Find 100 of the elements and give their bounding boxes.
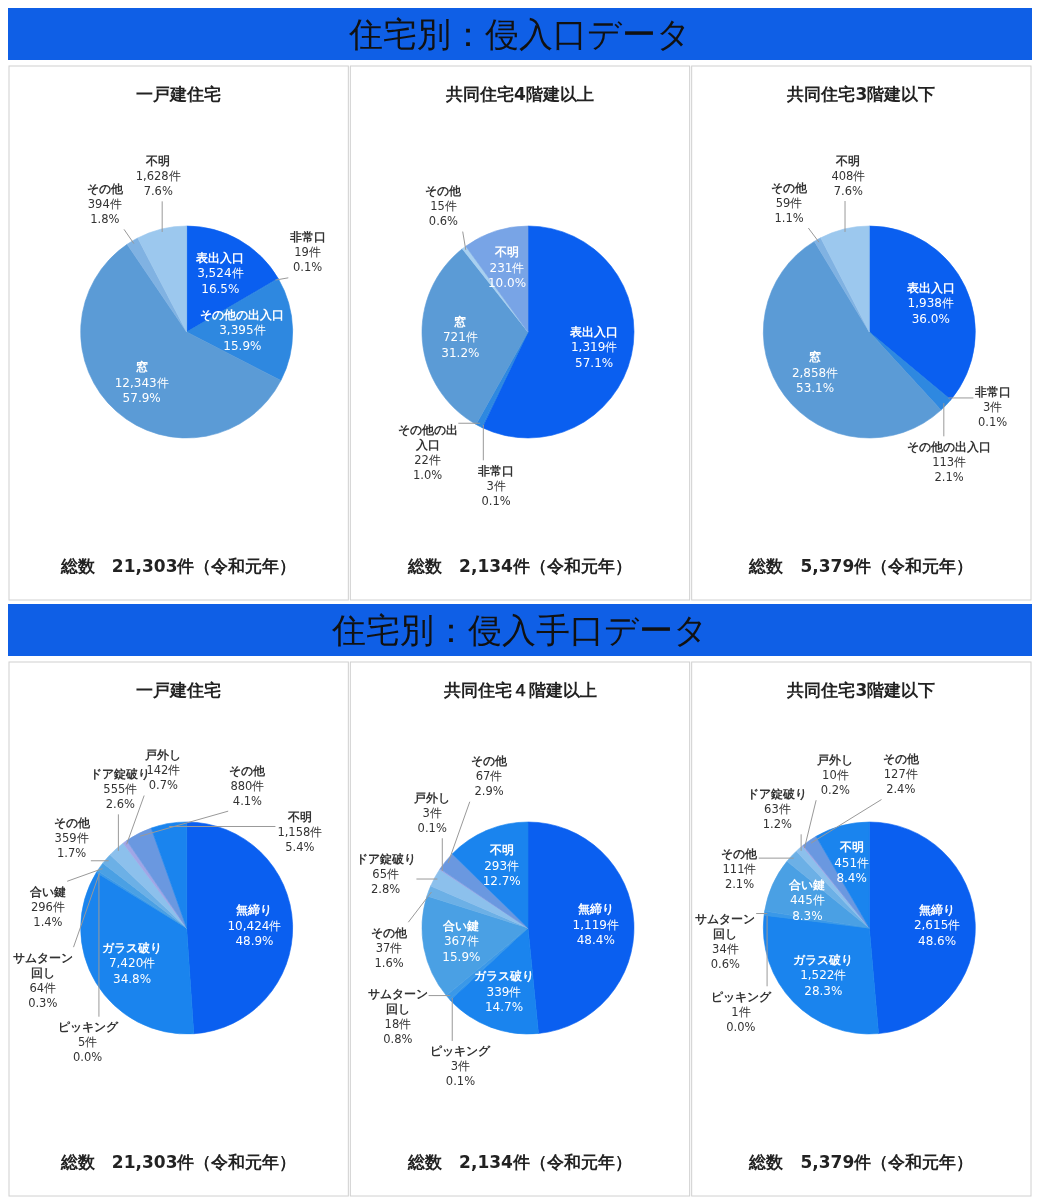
data-label: 18件 0.8% <box>383 1017 413 1047</box>
data-label: 2,858件 53.1% <box>791 365 839 396</box>
data-label: 445件 8.3% <box>789 893 825 923</box>
slice-label: ガラス破り <box>793 952 854 967</box>
data-label: 721件 31.2% <box>441 330 480 360</box>
slice-label: 表出入口 <box>905 280 955 295</box>
slice-label: その他 <box>425 184 463 199</box>
chart-title: 共同住宅3階建以下 <box>786 84 936 104</box>
slice-label: ガラス破り <box>102 940 163 955</box>
slice-label: 無締り <box>576 902 614 917</box>
slice-label: その他 <box>86 181 124 196</box>
data-label: 1,628件 7.6% <box>135 168 181 198</box>
slice-label: その他 <box>771 180 809 195</box>
slice-label: ドア錠破り <box>747 786 808 801</box>
slice-label: その他 <box>721 846 759 861</box>
slice-label: その他 <box>882 752 920 767</box>
data-label: 37件 1.6% <box>374 940 404 970</box>
slice-label: ピッキング <box>430 1044 492 1059</box>
data-label: 880件 4.1% <box>230 778 265 808</box>
data-label: 111件 2.1% <box>722 861 757 891</box>
data-label: 3件 0.1% <box>445 1059 476 1089</box>
text: 総数 5,379件（令和元年） <box>748 1152 974 1172</box>
data-label: 451件 8.4% <box>834 855 870 886</box>
data-label: 394件 1.8% <box>87 196 122 226</box>
data-label: 1,938件 36.0% <box>907 296 954 326</box>
data-label: 19件 0.1% <box>292 245 323 275</box>
slice-label: 非常口 <box>477 463 515 478</box>
data-label: 555件 2.6% <box>103 781 138 811</box>
slice-label: 不明 <box>488 843 514 858</box>
data-label: 22件 1.0% <box>412 453 443 483</box>
data-label: 293件 12.7% <box>482 858 521 889</box>
slice-label: その他の出入口 <box>907 439 992 454</box>
data-label: 10件 0.2% <box>820 767 851 797</box>
slice-label: その他 <box>229 763 267 778</box>
slice-label: 不明 <box>838 840 864 855</box>
data-label: 231件 10.0% <box>487 260 527 291</box>
data-label: 12,343件 57.9% <box>114 375 169 406</box>
text: 住宅別：侵入手口データ <box>331 610 708 651</box>
data-label: 1,319件 57.1% <box>570 340 618 370</box>
data-label: 7,420件 34.8% <box>108 956 156 986</box>
data-label: 3件 0.1% <box>978 399 1008 429</box>
data-label: 34件 0.6% <box>710 942 741 972</box>
slice-label: その他 <box>471 754 509 769</box>
data-label: 5件 0.0% <box>72 1035 103 1065</box>
data-label: 3件 0.1% <box>481 478 511 508</box>
text: 住宅別：侵入口データ <box>348 14 691 55</box>
chart-title: 一戸建住宅 <box>136 84 222 104</box>
data-label: 339件 14.7% <box>484 984 524 1015</box>
data-label: 1,158件 5.4% <box>277 825 323 855</box>
slice-label: 窓 <box>135 360 148 375</box>
slice-label: 非常口 <box>973 384 1011 399</box>
data-label: 296件 1.4% <box>30 899 65 929</box>
slice-label: その他 <box>371 925 409 940</box>
text: 総数 5,379件（令和元年） <box>748 556 974 576</box>
slice-label: 戸外し <box>144 748 182 763</box>
slice-label: 合い鍵 <box>788 877 826 892</box>
slice-label: 表出入口 <box>569 324 619 339</box>
data-label: 1,119件 48.4% <box>572 917 619 948</box>
slice-label: 窓 <box>809 350 822 365</box>
slice-label: サムターン回し <box>367 987 428 1017</box>
data-label: 127件 2.4% <box>883 767 918 797</box>
slice-label: サムターン回し <box>12 950 73 980</box>
data-label: 113件 2.1% <box>932 454 967 484</box>
data-label: 15件 0.6% <box>428 199 459 229</box>
chart-title: 一戸建住宅 <box>136 680 222 700</box>
data-label: 59件 1.1% <box>774 195 804 225</box>
slice-label: 不明 <box>835 153 861 168</box>
data-label: 367件 15.9% <box>442 934 481 964</box>
data-label: 3,395件 15.9% <box>219 323 266 353</box>
slice-label: ピッキング <box>57 1020 119 1035</box>
text: 総数 2,134件（令和元年） <box>407 1152 632 1172</box>
data-label: 3件 0.1% <box>417 805 447 835</box>
chart-title: 共同住宅4階建以上 <box>445 84 594 104</box>
slice-label: ガラス破り <box>474 969 534 984</box>
slice-label: 不明 <box>145 153 171 168</box>
slice-label: その他 <box>53 816 91 831</box>
chart-title: 共同住宅４階建以上 <box>442 680 597 700</box>
slice-label: 無締り <box>235 903 273 918</box>
text: 総数 21,303件（令和元年） <box>59 556 297 576</box>
data-label: 1件 0.0% <box>726 1004 756 1034</box>
slice-label: 合い鍵 <box>442 918 480 933</box>
slice-label: サムターン回し <box>695 912 756 942</box>
slice-label: 合い鍵 <box>28 884 66 899</box>
data-label: 65件 2.8% <box>371 867 401 897</box>
slice-label: その他の出入口 <box>397 423 458 453</box>
chart-title: 共同住宅3階建以下 <box>786 680 936 700</box>
slice-label: 非常口 <box>288 230 326 245</box>
data-label: 2,615件 48.6% <box>913 918 961 948</box>
text: 総数 2,134件（令和元年） <box>407 556 632 576</box>
slice-label: 無締り <box>918 902 956 917</box>
text: 総数 21,303件（令和元年） <box>59 1152 297 1172</box>
data-label: 10,424件 48.9% <box>227 918 282 949</box>
data-label: 408件 7.6% <box>831 168 866 198</box>
data-label: 3,524件 16.5% <box>197 266 244 296</box>
slice-label: 不明 <box>286 810 312 825</box>
slice-label: 表出入口 <box>195 250 245 265</box>
slice-label: 不明 <box>494 245 520 260</box>
data-label: 67件 2.9% <box>474 769 504 799</box>
slice-label: 戸外し <box>816 752 854 767</box>
slice-label: 窓 <box>454 315 467 329</box>
